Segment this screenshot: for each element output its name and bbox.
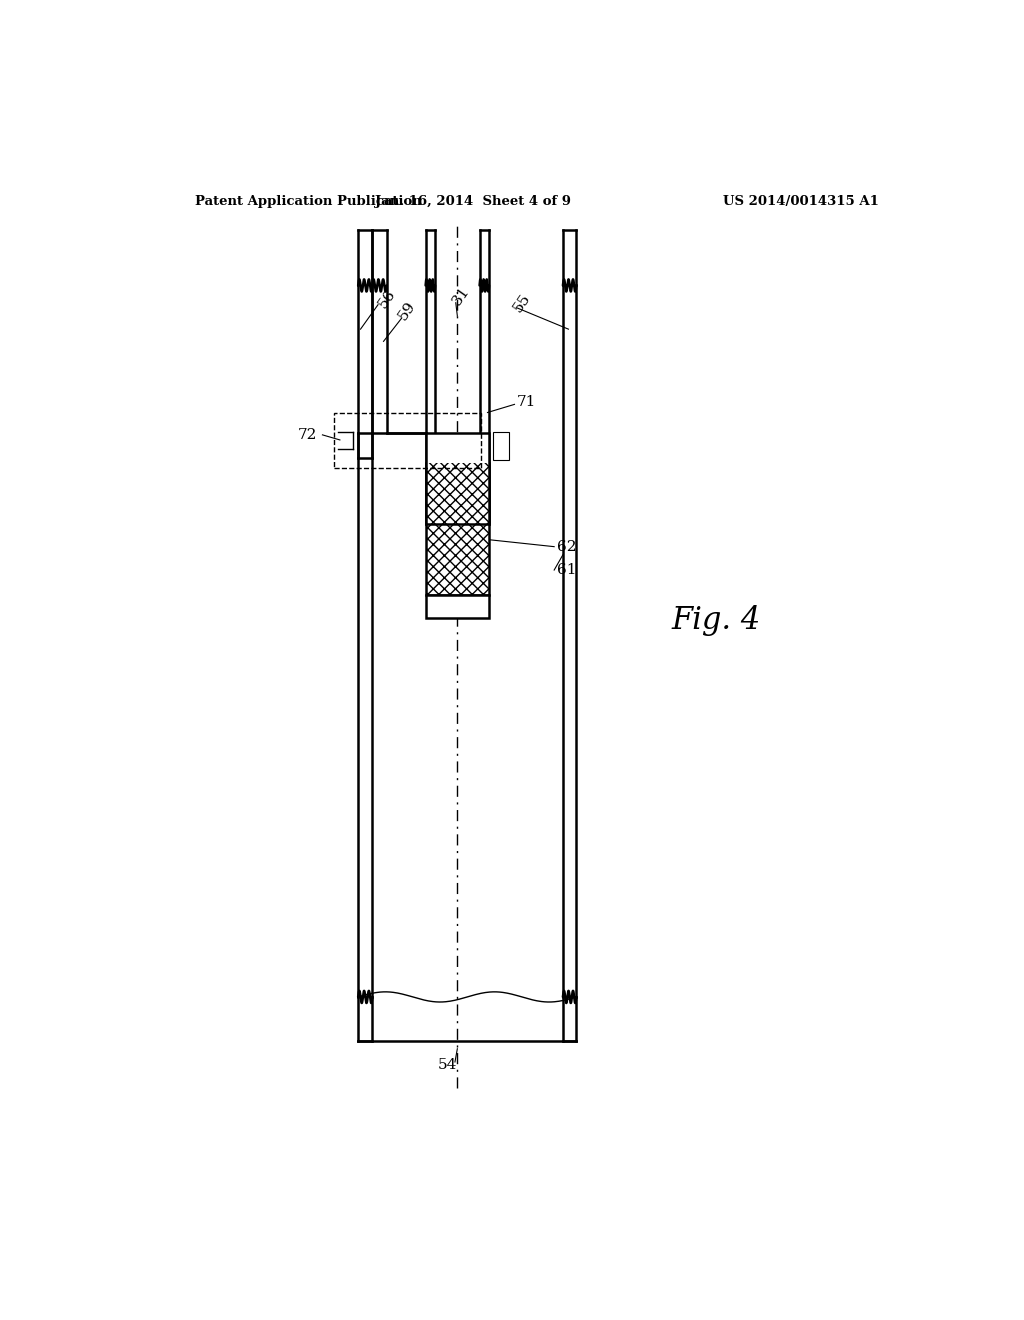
Text: 31: 31 [450,284,473,308]
Bar [494,432,509,461]
Text: 71: 71 [517,395,537,409]
Text: Fig. 4: Fig. 4 [672,606,761,636]
Text: US 2014/0014315 A1: US 2014/0014315 A1 [723,194,879,207]
Bar [426,433,489,524]
Text: 56: 56 [376,286,398,310]
Text: 61: 61 [557,564,577,577]
Text: Patent Application Publication: Patent Application Publication [196,194,422,207]
Text: 54: 54 [437,1059,457,1072]
Bar [426,595,489,618]
Text: 72: 72 [298,428,316,442]
Text: Jan. 16, 2014  Sheet 4 of 9: Jan. 16, 2014 Sheet 4 of 9 [375,194,571,207]
Bar [426,463,489,595]
Text: 59: 59 [396,298,419,323]
Text: 55: 55 [511,290,534,314]
Bar [426,463,489,595]
Bar [334,412,481,469]
Text: 62: 62 [557,540,577,553]
